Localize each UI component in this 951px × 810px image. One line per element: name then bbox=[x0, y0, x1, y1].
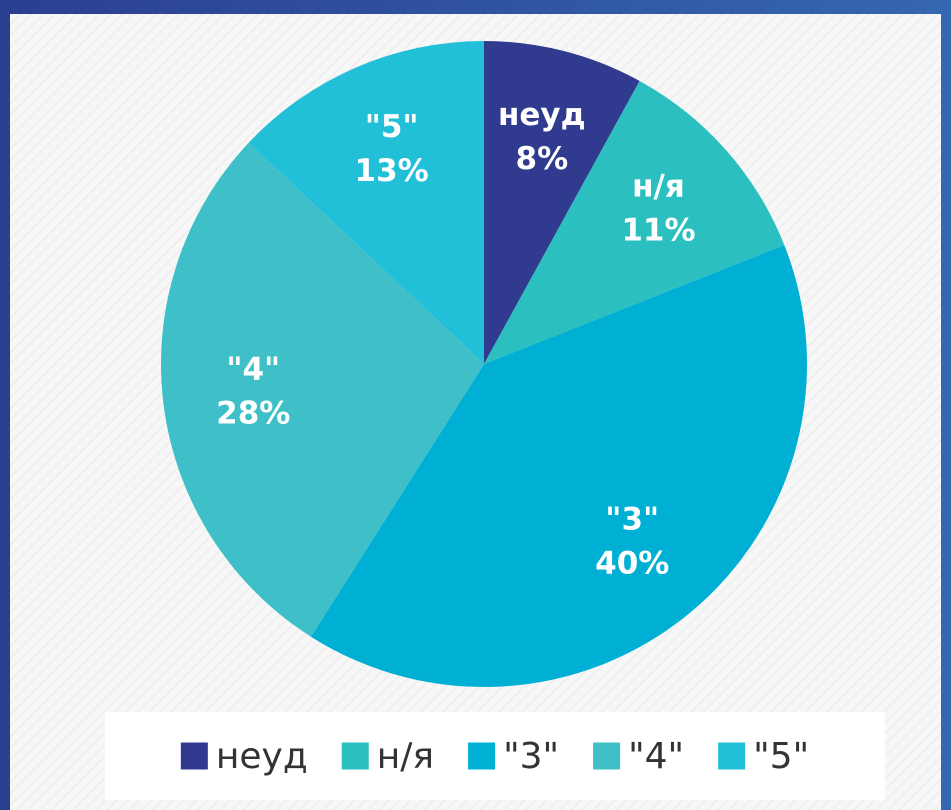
legend-swatch bbox=[180, 742, 208, 770]
legend-swatch bbox=[718, 742, 746, 770]
slice-category-label: "4" bbox=[226, 352, 280, 388]
legend-label: "3" bbox=[503, 736, 559, 777]
pie-slice bbox=[484, 41, 640, 364]
legend-swatch bbox=[593, 742, 621, 770]
pie-slice bbox=[484, 80, 785, 364]
slice-value-label: 40% bbox=[595, 546, 669, 582]
slice-value-label: 8% bbox=[516, 141, 569, 177]
slice-category-label: "3" bbox=[605, 502, 659, 538]
legend-swatch bbox=[468, 742, 496, 770]
legend-label: н/я bbox=[377, 736, 434, 777]
slice-value-label: 13% bbox=[355, 153, 429, 189]
slice-value-label: 11% bbox=[621, 213, 695, 249]
legend: неуд н/я "3" "4" "5" bbox=[180, 736, 809, 777]
pie: неуд 8% н/я 11% "3" 40% "4" 28% "5" 13% bbox=[160, 41, 807, 687]
pie-slice bbox=[248, 41, 484, 364]
legend-label: "5" bbox=[753, 736, 809, 777]
legend-swatch bbox=[341, 742, 369, 770]
slice-category-label: неуд bbox=[498, 97, 586, 133]
legend-label: "4" bbox=[628, 736, 684, 777]
pie-slice bbox=[160, 142, 484, 637]
legend-label: неуд bbox=[216, 736, 308, 777]
pie-slice bbox=[310, 245, 807, 687]
slice-category-label: "5" bbox=[365, 109, 419, 145]
slice-value-label: 28% bbox=[216, 396, 290, 432]
slice-category-label: н/я bbox=[632, 169, 685, 205]
